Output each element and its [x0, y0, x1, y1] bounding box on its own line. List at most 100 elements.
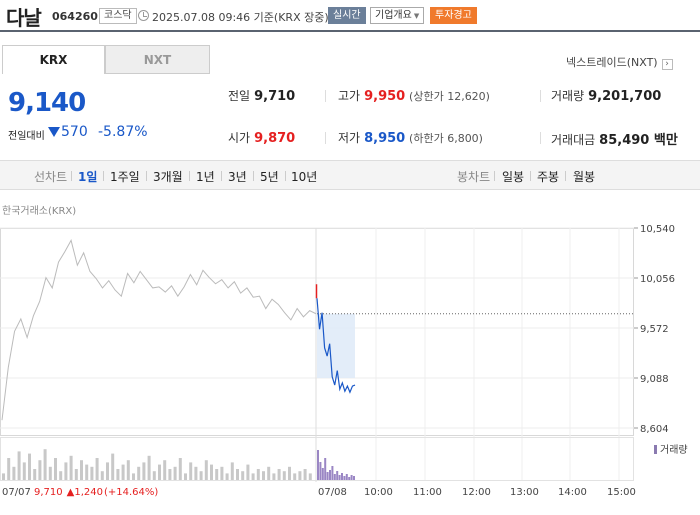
period-3y[interactable]: 3년 [228, 170, 247, 184]
divider [146, 171, 147, 181]
volume-bars-today [317, 450, 355, 480]
divider [285, 171, 286, 181]
divider [325, 132, 326, 144]
stat-prev-close: 전일 9,710 [228, 87, 295, 104]
candle-weekly[interactable]: 주봉 [537, 170, 560, 184]
prev-close-value: 9,710 [254, 89, 296, 104]
stock-name: 다날 [6, 6, 42, 30]
company-overview-label: 기업개요 [375, 10, 412, 21]
current-price: 9,140 [8, 88, 86, 118]
volume-bar [348, 477, 351, 480]
volume-bar [338, 475, 341, 480]
y-tick-label: 10,540 [640, 224, 675, 235]
volume-bar [178, 458, 182, 480]
period-5y[interactable]: 5년 [260, 170, 279, 184]
volume-bar [54, 458, 57, 480]
volume-bar [324, 458, 327, 480]
volume-bar [350, 475, 353, 480]
period-1w[interactable]: 1주일 [110, 170, 140, 184]
volume-bar [288, 466, 291, 480]
volume-legend: 거래량 [660, 444, 688, 456]
chevron-right-icon: › [661, 59, 673, 70]
volume-bar [33, 469, 37, 480]
change-label: 전일대비 [8, 131, 45, 142]
volume-bar [168, 469, 172, 480]
timestamp: 2025.07.08 09:46 기준(KRX 장중) [152, 11, 329, 24]
volume-bar [7, 458, 11, 480]
volume-bar [158, 464, 161, 480]
down-triangle-icon [48, 127, 60, 137]
volume-bar [204, 460, 208, 480]
nextrade-link[interactable]: 넥스트레이드(NXT) › [566, 54, 673, 70]
up-triangle-icon: ▲ [67, 487, 75, 498]
x-tick-label: 14:00 [558, 487, 587, 498]
volume-bar [353, 476, 355, 480]
candle-daily[interactable]: 일봉 [502, 170, 525, 184]
volume-legend-swatch [654, 445, 657, 454]
volume-bar [282, 471, 286, 480]
volume-bar [28, 453, 31, 480]
candle-monthly[interactable]: 월봉 [573, 170, 596, 184]
volume-bar [215, 469, 219, 480]
volume-bar [22, 462, 26, 480]
company-overview-dropdown[interactable]: 기업개요 ▼ [370, 7, 425, 24]
period-1y[interactable]: 1년 [196, 170, 215, 184]
volume-bar [225, 473, 229, 480]
volume-bar [298, 471, 302, 480]
stat-low: 저가 8,950 (하한가 6,800) [338, 129, 483, 146]
volume-bar [336, 471, 339, 480]
volume-bar [326, 472, 329, 480]
x-tick-label: 13:00 [510, 487, 539, 498]
low-label: 저가 [338, 131, 361, 145]
period-3m[interactable]: 3개월 [153, 170, 183, 184]
divider [494, 171, 495, 181]
high-value: 9,950 [364, 89, 406, 104]
series-07-08-line [316, 298, 356, 394]
volume-bar [272, 473, 276, 480]
volume-bar [329, 470, 331, 480]
stock-header: 다날 064260 코스닥 2025.07.08 09:46 기준(KRX 장중… [0, 0, 700, 32]
volume-bar [95, 458, 99, 480]
volume-bar [100, 471, 104, 480]
volume-bar [194, 466, 198, 480]
volume-bar [267, 466, 271, 480]
tab-krx[interactable]: KRX [2, 45, 105, 74]
volume-label: 거래량 [551, 89, 585, 103]
high-label: 고가 [338, 89, 361, 103]
stock-code: 064260 [52, 10, 98, 23]
volume-bar [43, 449, 47, 480]
volume-bar [262, 471, 265, 480]
volume-bar [132, 473, 135, 480]
lower-limit: (하한가 6,800) [409, 132, 483, 145]
tab-nxt[interactable]: NXT [105, 45, 210, 74]
stat-high: 고가 9,950 (상한가 12,620) [338, 87, 490, 104]
volume-bar [251, 473, 255, 480]
line-chart-label: 선차트 [34, 170, 68, 184]
series-07-07-line [1, 239, 317, 421]
period-10y[interactable]: 10년 [291, 170, 318, 184]
change-percent: -5.87% [98, 124, 148, 140]
divider [71, 171, 72, 181]
divider [325, 90, 326, 102]
volume-bar [2, 473, 5, 480]
volume-bar [126, 460, 130, 480]
realtime-button[interactable]: 실시간 [328, 7, 366, 24]
volume-bar [333, 474, 336, 480]
volume-bar [163, 460, 167, 480]
open-label: 시가 [228, 131, 251, 145]
volume-bar [230, 462, 234, 480]
divider [103, 171, 104, 181]
prev-close-caption-value: 9,710 [34, 487, 63, 498]
volume-bar [121, 464, 125, 480]
volume-bar [220, 466, 224, 480]
chart-toolbar: 선차트 1일 1주일 3개월 1년 3년 5년 10년 봉차트 일봉 주봉 월봉 [0, 160, 700, 190]
period-1d[interactable]: 1일 [78, 170, 98, 184]
y-axis: 10,540 10,056 9,572 9,088 8,604 [634, 224, 675, 435]
change-amount: 570 [61, 124, 88, 140]
volume-value: 9,201,700 [588, 89, 662, 104]
divider [530, 171, 531, 181]
volume-bar [142, 462, 146, 480]
volume-bar [246, 464, 250, 480]
investment-warning-badge[interactable]: 투자경고 [430, 7, 477, 24]
